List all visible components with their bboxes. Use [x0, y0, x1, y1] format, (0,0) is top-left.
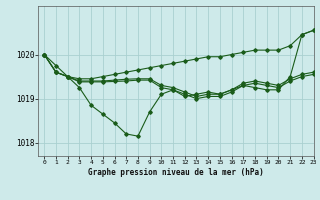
X-axis label: Graphe pression niveau de la mer (hPa): Graphe pression niveau de la mer (hPa) — [88, 168, 264, 177]
